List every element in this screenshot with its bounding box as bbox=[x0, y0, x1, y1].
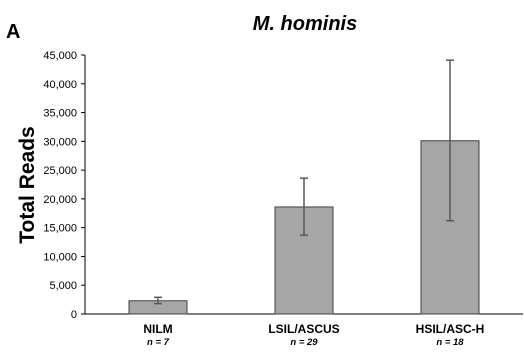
y-tick-label: 15,000 bbox=[43, 223, 77, 235]
y-tick-label: 5,000 bbox=[49, 280, 77, 292]
y-tick-label: 10,000 bbox=[43, 251, 77, 263]
y-tick-label: 25,000 bbox=[43, 165, 77, 177]
x-tick-label: NILM bbox=[143, 322, 172, 336]
error-bars bbox=[154, 59, 454, 305]
sample-size-label: n = 18 bbox=[436, 337, 464, 348]
y-tick-label: 40,000 bbox=[43, 79, 77, 91]
sample-size-label: n = 29 bbox=[290, 337, 318, 348]
bars bbox=[128, 140, 480, 315]
y-tick-label: 30,000 bbox=[43, 136, 77, 148]
y-tick-label: 45,000 bbox=[43, 50, 77, 62]
y-tick-label: 20,000 bbox=[43, 194, 77, 206]
x-tick-label: HSIL/ASC-H bbox=[416, 322, 485, 336]
sample-size-label: n = 7 bbox=[147, 337, 170, 348]
y-axis-label: Total Reads bbox=[16, 126, 39, 243]
panel-label: A bbox=[6, 21, 20, 43]
y-tick-label: 0 bbox=[71, 309, 77, 321]
chart-title: M. hominis bbox=[253, 13, 357, 35]
y-tick-label: 35,000 bbox=[43, 108, 77, 120]
x-tick-label: LSIL/ASCUS bbox=[268, 322, 339, 336]
y-axis: 0 5,000 10,000 15,000 20,000 25,000 30,000 35,0… bbox=[43, 50, 86, 321]
